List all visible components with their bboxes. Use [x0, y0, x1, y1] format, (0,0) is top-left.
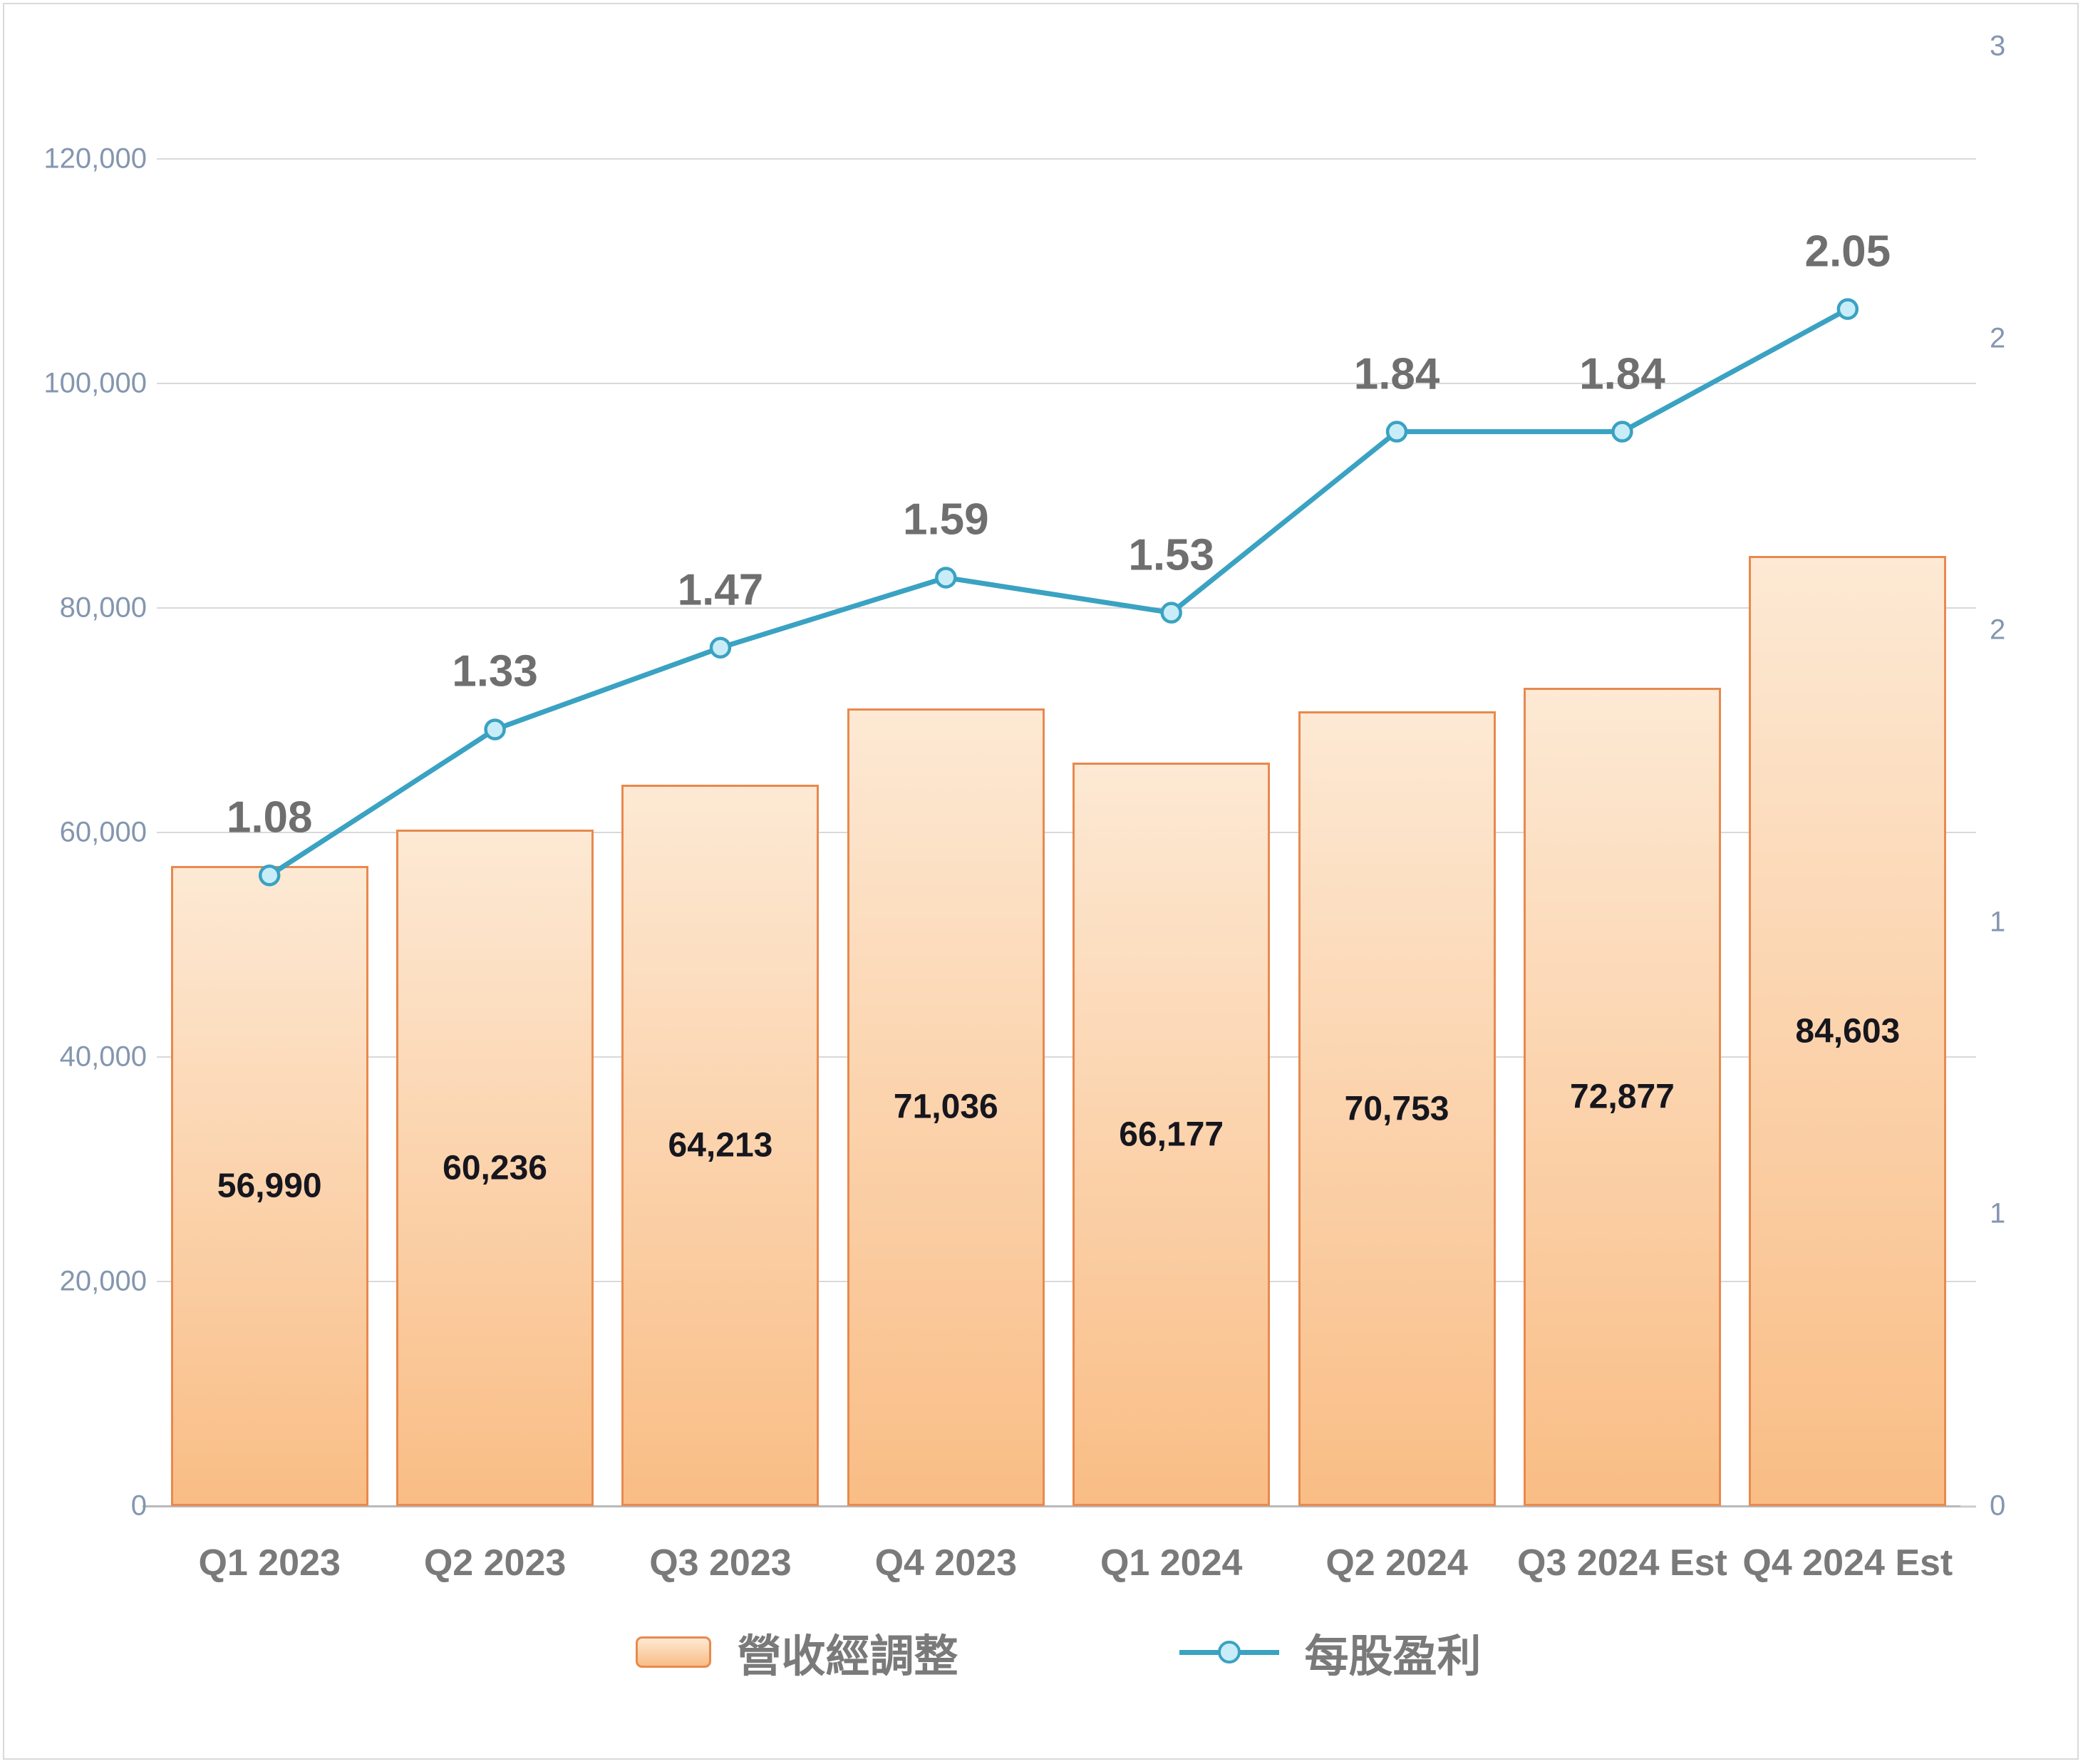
legend-label-eps: 每股盈利	[1304, 1632, 1482, 1681]
category-label-q4-2024-est: Q4 2024 Est	[1742, 1542, 1953, 1584]
category-label-q2-2024: Q2 2024	[1325, 1542, 1468, 1584]
category-label-q3-2024-est: Q3 2024 Est	[1517, 1542, 1727, 1584]
legend-item-eps[interactable]: 每股盈利	[1179, 1620, 1482, 1684]
gridline-20000	[157, 1280, 1960, 1282]
right-axis-tick-label: 2	[1990, 614, 2006, 646]
left-axis-tick-label: 0	[130, 1490, 147, 1522]
eps-value-label-q3-2024-est: 1.84	[1579, 349, 1665, 399]
bar-value-label-q2-2023: 60,236	[443, 1149, 547, 1187]
category-label-q1-2024: Q1 2024	[1100, 1542, 1243, 1584]
line-swatch-marker-icon	[1217, 1641, 1241, 1664]
right-axis-tick-label: 0	[1990, 1490, 2006, 1522]
right-axis-tick-label: 3	[1990, 30, 2006, 62]
bar-q2-2023[interactable]	[396, 830, 594, 1506]
eps-value-label-q2-2024: 1.84	[1353, 349, 1440, 399]
legend-item-revenue[interactable]: 營收經調整	[636, 1620, 958, 1684]
eps-value-label-q2-2023: 1.33	[452, 646, 538, 696]
right-axis-tick-label: 2	[1990, 322, 2006, 354]
bar-value-label-q4-2024-est: 84,603	[1795, 1012, 1901, 1051]
bar-value-label-q3-2023: 64,213	[668, 1126, 773, 1165]
left-axis-tick-label: 100,000	[43, 367, 147, 399]
gridline-40000	[157, 1056, 1960, 1058]
category-label-q2-2023: Q2 2023	[423, 1542, 567, 1584]
eps-marker-q2-2024[interactable]	[1385, 421, 1408, 443]
bar-value-label-q2-2024: 70,753	[1344, 1090, 1449, 1128]
gridline-120000	[157, 158, 1960, 160]
bar-value-label-q1-2024: 66,177	[1119, 1115, 1224, 1154]
x-axis-line	[143, 1505, 1976, 1507]
left-axis-tick-label: 20,000	[59, 1265, 147, 1297]
bar-q4-2024-est[interactable]	[1749, 556, 1947, 1506]
eps-value-label-q4-2024-est: 2.05	[1804, 227, 1891, 277]
right-axis-tick-label: 1	[1990, 1197, 2006, 1229]
left-axis-tick-label: 60,000	[59, 816, 147, 848]
eps-value-label-q1-2023: 1.08	[226, 793, 313, 842]
right-axis-tick	[1960, 382, 1976, 384]
gridline-100000	[157, 382, 1960, 384]
gridline-80000	[157, 607, 1960, 609]
category-label-q4-2023: Q4 2023	[874, 1542, 1018, 1584]
category-label-q3-2023: Q3 2023	[649, 1542, 792, 1584]
right-axis-tick	[1960, 1056, 1976, 1058]
eps-marker-q1-2023[interactable]	[258, 865, 281, 887]
bar-q1-2024[interactable]	[1072, 763, 1271, 1506]
eps-marker-q3-2023[interactable]	[709, 636, 732, 659]
eps-marker-q2-2023[interactable]	[484, 718, 506, 741]
eps-value-label-q3-2023: 1.47	[677, 565, 764, 615]
gridline-60000	[157, 831, 1960, 833]
eps-line[interactable]	[268, 306, 1849, 878]
eps-marker-q4-2024-est[interactable]	[1836, 298, 1859, 320]
left-axis-tick-label: 80,000	[59, 592, 147, 624]
right-axis-tick	[1960, 831, 1976, 833]
bar-q3-2023[interactable]	[621, 785, 820, 1506]
right-axis-tick	[1960, 158, 1976, 160]
bar-series-swatch-icon	[636, 1636, 712, 1668]
bar-value-label-q4-2023: 71,036	[893, 1088, 998, 1126]
eps-value-label-q4-2023: 1.59	[902, 495, 989, 545]
line-series-swatch-icon	[1179, 1641, 1279, 1664]
left-axis-tick-label: 40,000	[59, 1041, 147, 1073]
right-axis-tick	[1960, 607, 1976, 609]
left-axis-tick-label: 120,000	[43, 143, 147, 175]
legend-label-revenue: 營收經調整	[737, 1632, 958, 1681]
eps-marker-q1-2024[interactable]	[1160, 602, 1182, 624]
right-axis-tick-label: 1	[1990, 906, 2006, 938]
bar-value-label-q1-2023: 56,990	[217, 1167, 322, 1205]
right-axis-tick	[1960, 1505, 1976, 1507]
bar-q2-2024[interactable]	[1298, 711, 1496, 1506]
eps-marker-q3-2024-est[interactable]	[1611, 421, 1633, 443]
bar-value-label-q3-2024-est: 72,877	[1570, 1078, 1675, 1116]
bar-q4-2023[interactable]	[847, 708, 1045, 1506]
eps-value-label-q1-2024: 1.53	[1128, 530, 1215, 580]
bar-q3-2024-est[interactable]	[1523, 687, 1721, 1506]
eps-marker-q4-2023[interactable]	[935, 567, 957, 589]
legend: 營收經調整 每股盈利	[157, 1616, 1960, 1688]
category-label-q1-2023: Q1 2023	[198, 1542, 341, 1584]
bar-q1-2023[interactable]	[170, 866, 368, 1506]
right-axis-tick	[1960, 1280, 1976, 1282]
